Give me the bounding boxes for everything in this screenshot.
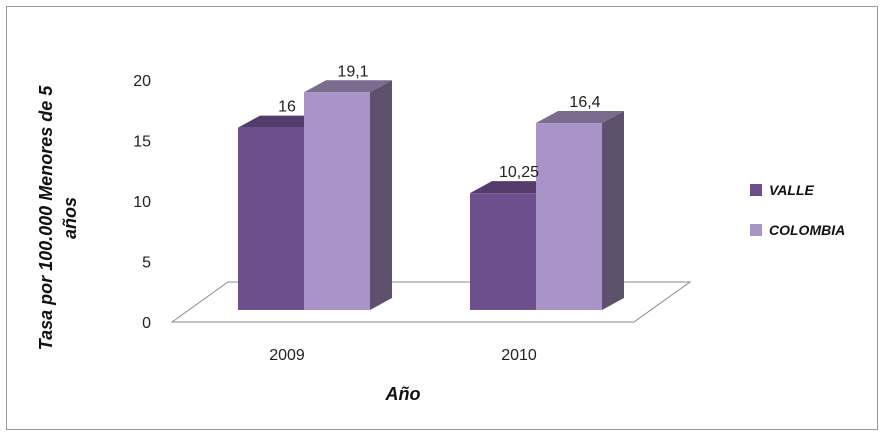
data-labels: 16 19,1 10,25 16,4 — [278, 63, 601, 181]
x-axis-categories: 2009 2010 — [269, 347, 537, 364]
data-label-valle-2009: 16 — [278, 99, 296, 116]
bar-top-face — [536, 111, 624, 124]
y-axis-ticks: 0 5 10 15 20 — [133, 73, 151, 332]
x-category-label: 2010 — [501, 347, 537, 364]
bar-front-face — [536, 123, 602, 310]
bar-colombia-2009 — [304, 80, 392, 310]
bar-front-face — [470, 193, 536, 310]
x-category-label: 2009 — [269, 347, 305, 364]
y-tick-label: 15 — [133, 134, 151, 151]
bar-side-face — [602, 111, 624, 310]
y-tick-label: 5 — [142, 255, 151, 272]
legend: VALLE COLOMBIA — [750, 182, 845, 238]
y-axis-title-line-2: años — [60, 197, 80, 239]
data-label-colombia-2010: 16,4 — [569, 94, 600, 111]
x-axis-title: Año — [385, 384, 421, 404]
legend-swatch-valle — [750, 184, 762, 196]
bar-colombia-2010 — [536, 111, 624, 310]
y-axis-title-line-1: Tasa por 100.000 Menores de 5 — [36, 85, 56, 350]
bar-side-face — [370, 80, 392, 310]
bars-group — [238, 80, 624, 310]
legend-label-valle: VALLE — [769, 182, 815, 198]
y-tick-label: 20 — [133, 73, 151, 90]
data-label-valle-2010: 10,25 — [499, 164, 539, 181]
legend-label-colombia: COLOMBIA — [769, 222, 845, 238]
bar-front-face — [238, 127, 304, 310]
legend-swatch-colombia — [750, 224, 762, 236]
y-tick-label: 0 — [142, 315, 151, 332]
chart-frame — [6, 6, 878, 430]
bar-top-face — [304, 80, 392, 93]
y-tick-label: 10 — [133, 194, 151, 211]
bar-front-face — [304, 92, 370, 310]
data-label-colombia-2009: 19,1 — [337, 63, 368, 80]
